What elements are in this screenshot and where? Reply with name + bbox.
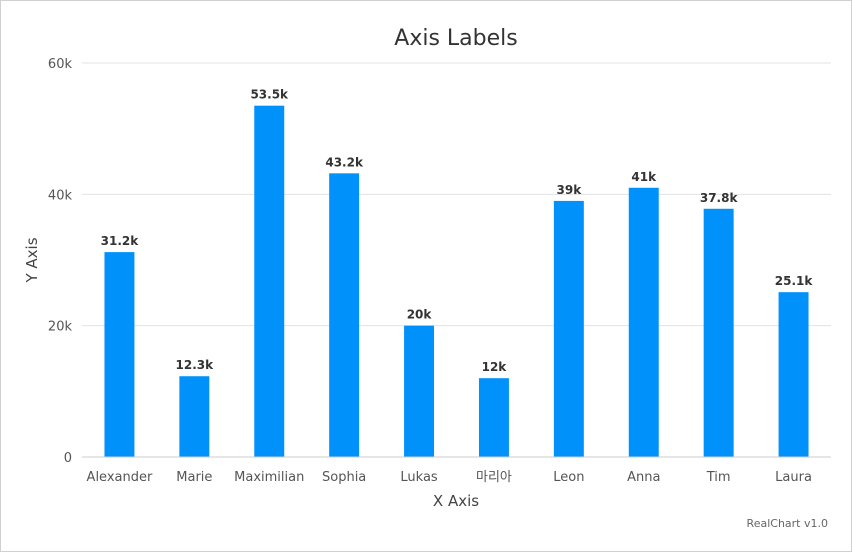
data-label: 20k [407, 308, 433, 322]
x-category-label: Lukas [400, 470, 438, 485]
x-category-label: 마리아 [476, 470, 512, 485]
credit-text: RealChart v1.0 [747, 517, 828, 530]
data-label: 25.1k [775, 274, 814, 288]
bars [104, 105, 809, 457]
data-labels: 31.2k 12.3k 53.5k 43.2k 20k 12k 39k 41k 37.8k 25.… [101, 88, 814, 375]
x-category-label: Laura [775, 470, 812, 485]
bar [628, 187, 659, 457]
bar [778, 292, 809, 457]
x-category-label: Anna [627, 470, 660, 485]
data-label: 37.8k [700, 191, 739, 205]
x-axis-title: X Axis [433, 492, 479, 510]
data-label: 39k [557, 183, 583, 197]
y-tick-label: 20k [48, 320, 73, 335]
x-category-label: Marie [176, 470, 212, 485]
x-category-label: Sophia [322, 470, 366, 485]
data-label: 12.3k [176, 358, 215, 372]
y-tick-label: 0 [64, 451, 72, 466]
bar [104, 252, 135, 457]
x-category-label: Alexander [87, 470, 153, 485]
bar [329, 173, 360, 457]
x-axis-categories: Alexander Marie Maximilian Sophia Lukas 마리아 Le… [87, 470, 812, 485]
bar [703, 208, 734, 457]
y-tick-label: 40k [48, 188, 73, 203]
data-label: 53.5k [250, 88, 289, 102]
bar [179, 376, 210, 457]
y-tick-label: 60k [48, 57, 73, 72]
x-category-label: Tim [706, 470, 731, 485]
bar [404, 325, 435, 457]
y-axis-ticks: 0 20k 40k 60k [48, 57, 73, 466]
data-label: 31.2k [101, 234, 140, 248]
chart-title: Axis Labels [394, 26, 517, 51]
x-category-label: Maximilian [234, 470, 304, 485]
bar [553, 200, 584, 457]
bar [254, 105, 285, 457]
x-category-label: Leon [553, 470, 584, 485]
bar [478, 378, 509, 457]
y-axis-title: Y Axis [23, 237, 41, 283]
data-label: 41k [631, 170, 657, 184]
data-label: 12k [482, 360, 508, 374]
data-label: 43.2k [325, 155, 364, 169]
